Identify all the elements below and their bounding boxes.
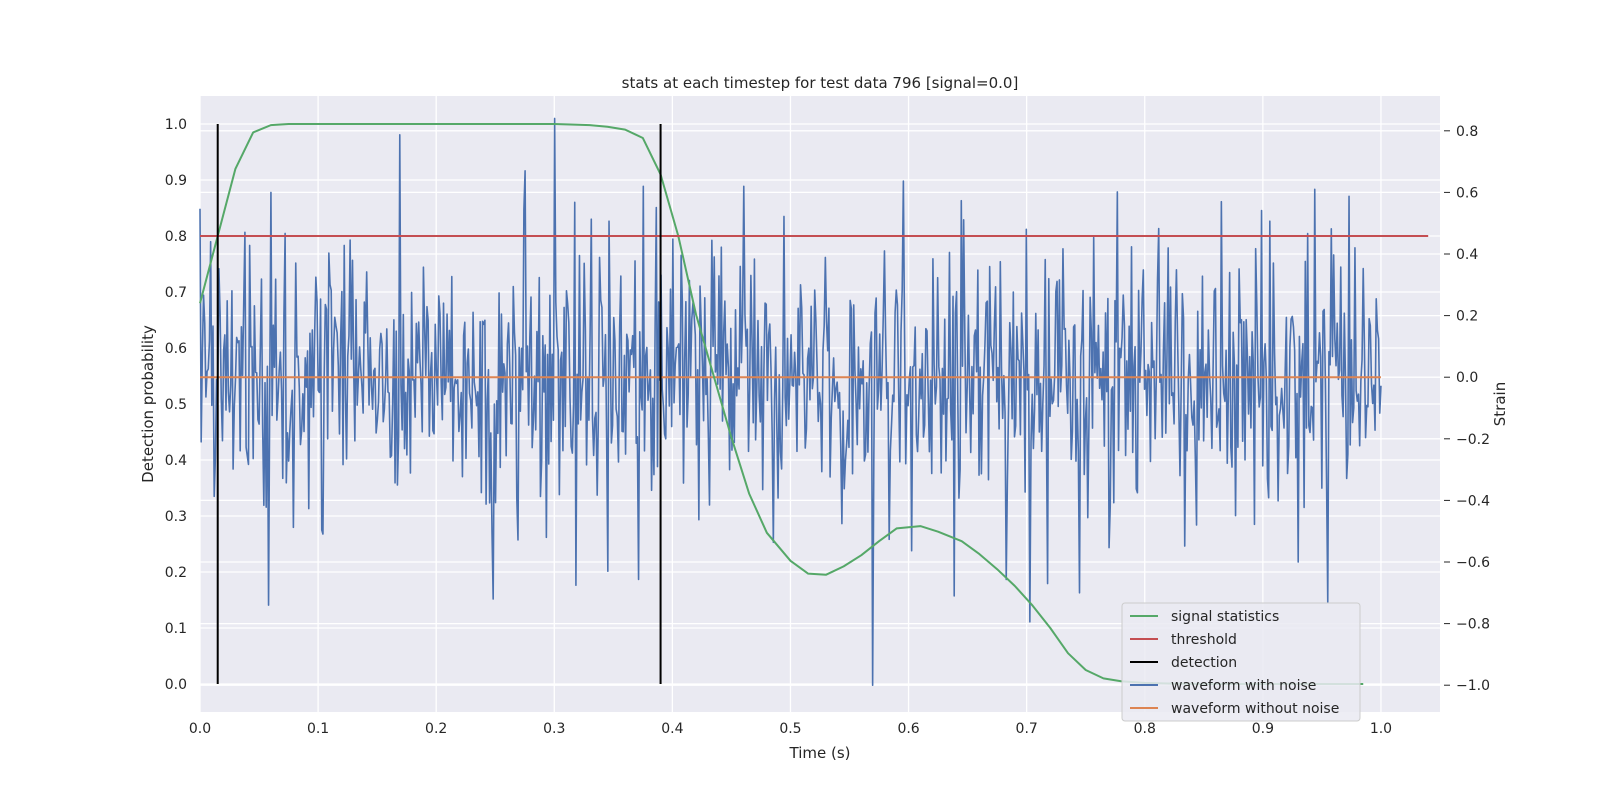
y-tick-label: 0.5 [165, 397, 187, 413]
y-axis-label: Detection probability [139, 325, 157, 483]
legend-entry-threshold: threshold [1171, 632, 1237, 648]
y-tick-label: 1.0 [165, 117, 187, 133]
x-tick-label: 0.7 [1016, 721, 1038, 737]
y-right-tick-label: 0.8 [1456, 124, 1478, 140]
y-right-axis-label: Strain [1491, 382, 1509, 426]
y-tick-label: 0.8 [165, 229, 187, 245]
series-line-signal-statistics [199, 123, 1364, 685]
legend-entry-signal-statistics: signal statistics [1171, 609, 1279, 625]
x-tick-label: 0.3 [543, 721, 565, 737]
legend-entry-waveform-with-noise: waveform with noise [1171, 678, 1316, 694]
y-right-tick-label: −0.2 [1456, 432, 1490, 448]
legend-box [1121, 602, 1361, 722]
series-layer [199, 117, 1429, 686]
y-tick-labels: 0.0 0.1 0.2 0.3 0.4 0.5 0.6 0.7 0.8 0.9 1.0 [165, 117, 187, 693]
x-tick-label: 0.0 [189, 721, 211, 737]
x-tick-label: 0.1 [307, 721, 329, 737]
y-tick-label: 0.3 [165, 509, 187, 525]
y-right-tick-label: −0.4 [1456, 493, 1490, 509]
y-tick-label: 0.0 [165, 677, 187, 693]
chart-title: stats at each timestep for test data 796… [622, 74, 1019, 92]
y-right-tick-label: 0.4 [1456, 247, 1478, 263]
y-right-tick-label: −0.6 [1456, 555, 1490, 571]
legend: signal statistics threshold detection wa… [1121, 602, 1361, 722]
y-right-tick-label: 0.0 [1456, 370, 1478, 386]
y-tick-label: 0.2 [165, 565, 187, 581]
x-tick-labels: 0.0 0.1 0.2 0.3 0.4 0.5 0.6 0.7 0.8 0.9 1.0 [189, 721, 1392, 737]
y-tick-label: 0.6 [165, 341, 187, 357]
legend-entry-detection: detection [1171, 655, 1237, 671]
y-tick-label: 0.4 [165, 453, 187, 469]
x-tick-label: 0.2 [425, 721, 447, 737]
x-tick-label: 0.8 [1134, 721, 1156, 737]
y-tick-label: 0.1 [165, 621, 187, 637]
y-right-tick-label: −1.0 [1456, 678, 1490, 694]
x-tick-label: 0.9 [1252, 721, 1274, 737]
y-tick-label: 0.9 [165, 173, 187, 189]
y-right-tick-labels: −1.0 −0.8 −0.6 −0.4 −0.2 0.0 0.2 0.4 0.6 0.8 [1444, 124, 1490, 694]
x-tick-label: 0.6 [897, 721, 919, 737]
x-tick-label: 0.4 [661, 721, 683, 737]
x-tick-label: 0.5 [779, 721, 801, 737]
y-tick-label: 0.7 [165, 285, 187, 301]
y-right-tick-label: 0.6 [1456, 185, 1478, 201]
series-line-waveform-with-noise [199, 117, 1382, 686]
y-right-tick-label: −0.8 [1456, 617, 1490, 633]
x-tick-label: 1.0 [1370, 721, 1392, 737]
legend-entry-waveform-without-noise: waveform without noise [1171, 701, 1339, 717]
x-axis-label: Time (s) [789, 744, 851, 762]
y-right-tick-label: 0.2 [1456, 309, 1478, 325]
